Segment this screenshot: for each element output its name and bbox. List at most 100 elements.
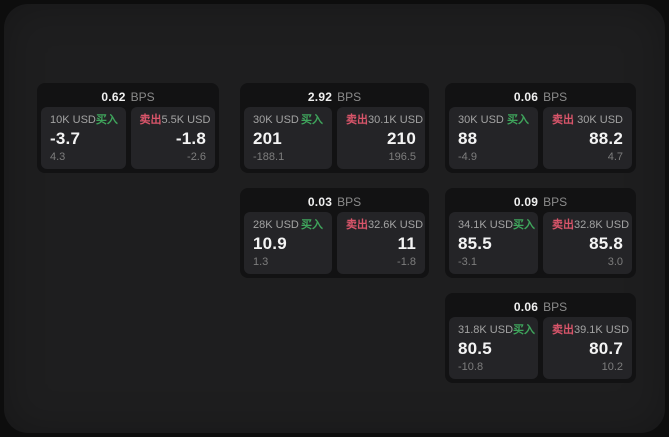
quote-tiles: 34.1K USD 买入 85.5 -3.1 卖出 32.8K USD 85.8…	[449, 212, 632, 274]
buy-price: 85.5	[458, 234, 492, 253]
sell-side-label: 卖出	[346, 219, 368, 231]
sell-delta: 3.0	[607, 256, 623, 268]
buy-delta: 4.3	[50, 151, 66, 163]
spread-value: 0.06	[513, 90, 539, 104]
sell-size: 30.1K USD	[368, 114, 424, 126]
buy-size: 10K USD	[50, 114, 96, 126]
sell-side-label: 卖出	[552, 324, 574, 336]
quote-card: 2.92 BPS 30K USD 买入 201 -188.1 卖出 30.1K …	[240, 83, 429, 173]
sell-price: 85.8	[589, 234, 623, 253]
buy-side-label: 买入	[507, 114, 529, 126]
buy-side-label: 买入	[513, 324, 536, 336]
sell-delta: 10.2	[601, 361, 623, 373]
sell-price: 210	[387, 129, 416, 148]
buy-size: 31.8K USD	[458, 324, 514, 336]
quote-card: 0.06 BPS 30K USD 买入 88 -4.9 卖出 30K USD	[445, 83, 636, 173]
buy-size: 30K USD	[458, 114, 504, 126]
buy-delta: -10.8	[458, 361, 484, 373]
buy-tile-header: 34.1K USD 买入	[458, 219, 535, 232]
buy-delta: -3.1	[458, 256, 477, 268]
sell-size: 32.8K USD	[574, 219, 630, 231]
bps-label: BPS	[543, 90, 568, 104]
buy-delta: -188.1	[253, 151, 285, 163]
sell-size: 32.6K USD	[368, 219, 424, 231]
buy-size: 28K USD	[253, 219, 299, 231]
buy-size: 30K USD	[253, 114, 299, 126]
bps-label: BPS	[130, 90, 155, 104]
sell-price: 11	[397, 234, 416, 253]
buy-price: 88	[458, 129, 478, 148]
sell-price: 80.7	[589, 339, 623, 358]
buy-price: 10.9	[253, 234, 287, 253]
bps-label: BPS	[337, 195, 362, 209]
spread-header: 0.62 BPS	[41, 87, 215, 107]
quote-tiles: 28K USD 买入 10.9 1.3 卖出 32.6K USD 11 -1.8	[244, 212, 425, 274]
sell-tile-header: 卖出 32.8K USD	[552, 219, 629, 232]
sell-tile-header: 卖出 30.1K USD	[346, 114, 423, 127]
quote-tiles: 30K USD 买入 201 -188.1 卖出 30.1K USD 210 1…	[244, 107, 425, 169]
spread-header: 2.92 BPS	[244, 87, 425, 107]
bps-label: BPS	[543, 300, 568, 314]
sell-size: 30K USD	[577, 114, 623, 126]
buy-tile-header: 31.8K USD 买入	[458, 324, 535, 337]
buy-price: 80.5	[458, 339, 492, 358]
sell-delta: 196.5	[388, 151, 416, 163]
sell-size: 39.1K USD	[574, 324, 630, 336]
buy-delta: -4.9	[458, 151, 477, 163]
spread-header: 0.06 BPS	[449, 87, 632, 107]
spread-value: 0.03	[307, 195, 333, 209]
sell-quote-tile[interactable]: 卖出 39.1K USD 80.7 10.2	[543, 317, 632, 379]
quote-card: 0.03 BPS 28K USD 买入 10.9 1.3 卖出 32.6K US…	[240, 188, 429, 278]
buy-tile-header: 10K USD 买入	[50, 114, 118, 127]
bps-label: BPS	[543, 195, 568, 209]
buy-quote-tile[interactable]: 34.1K USD 买入 85.5 -3.1	[449, 212, 538, 274]
quote-tiles: 31.8K USD 买入 80.5 -10.8 卖出 39.1K USD 80.…	[449, 317, 632, 379]
sell-tile-header: 卖出 32.6K USD	[346, 219, 423, 232]
sell-quote-tile[interactable]: 卖出 32.6K USD 11 -1.8	[337, 212, 425, 274]
sell-quote-tile[interactable]: 卖出 5.5K USD -1.8 -2.6	[130, 107, 215, 169]
spread-header: 0.03 BPS	[244, 192, 425, 212]
buy-size: 34.1K USD	[458, 219, 514, 231]
buy-side-label: 买入	[301, 114, 323, 126]
spread-header: 0.09 BPS	[449, 192, 632, 212]
sell-side-label: 卖出	[552, 219, 574, 231]
sell-tile-header: 卖出 5.5K USD	[139, 114, 211, 127]
buy-quote-tile[interactable]: 30K USD 买入 88 -4.9	[449, 107, 538, 169]
sell-side-label: 卖出	[139, 114, 162, 126]
quote-card: 0.09 BPS 34.1K USD 买入 85.5 -3.1 卖出 32.8K…	[445, 188, 636, 278]
quote-card: 0.62 BPS 10K USD 买入 -3.7 4.3 卖出 5.5K USD	[37, 83, 219, 173]
spread-header: 0.06 BPS	[449, 297, 632, 317]
sell-delta: -1.8	[397, 256, 416, 268]
sell-delta: -2.6	[187, 151, 206, 163]
quote-tiles: 30K USD 买入 88 -4.9 卖出 30K USD 88.2 4.7	[449, 107, 632, 169]
spread-value: 0.09	[513, 195, 539, 209]
buy-tile-header: 28K USD 买入	[253, 219, 323, 232]
buy-side-label: 买入	[513, 219, 536, 231]
buy-price: -3.7	[50, 129, 81, 148]
buy-side-label: 买入	[95, 114, 118, 126]
buy-quote-tile[interactable]: 30K USD 买入 201 -188.1	[244, 107, 332, 169]
spread-value: 2.92	[307, 90, 333, 104]
quote-tiles: 10K USD 买入 -3.7 4.3 卖出 5.5K USD -1.8 -2.…	[41, 107, 215, 169]
sell-delta: 4.7	[607, 151, 623, 163]
buy-delta: 1.3	[253, 256, 269, 268]
sell-size: 5.5K USD	[161, 114, 211, 126]
sell-quote-tile[interactable]: 卖出 32.8K USD 85.8 3.0	[543, 212, 632, 274]
buy-tile-header: 30K USD 买入	[253, 114, 323, 127]
sell-tile-header: 卖出 30K USD	[552, 114, 623, 127]
sell-tile-header: 卖出 39.1K USD	[552, 324, 629, 337]
spread-value: 0.62	[101, 90, 126, 104]
sell-side-label: 卖出	[346, 114, 368, 126]
sell-side-label: 卖出	[552, 114, 574, 126]
buy-side-label: 买入	[301, 219, 323, 231]
buy-quote-tile[interactable]: 10K USD 买入 -3.7 4.3	[41, 107, 126, 169]
quote-card: 0.06 BPS 31.8K USD 买入 80.5 -10.8 卖出 39.1…	[445, 293, 636, 383]
bps-label: BPS	[337, 90, 362, 104]
buy-quote-tile[interactable]: 28K USD 买入 10.9 1.3	[244, 212, 332, 274]
quotes-panel: 0.62 BPS 10K USD 买入 -3.7 4.3 卖出 5.5K USD	[4, 4, 665, 433]
buy-quote-tile[interactable]: 31.8K USD 买入 80.5 -10.8	[449, 317, 538, 379]
sell-quote-tile[interactable]: 卖出 30.1K USD 210 196.5	[337, 107, 425, 169]
sell-quote-tile[interactable]: 卖出 30K USD 88.2 4.7	[543, 107, 632, 169]
buy-tile-header: 30K USD 买入	[458, 114, 529, 127]
